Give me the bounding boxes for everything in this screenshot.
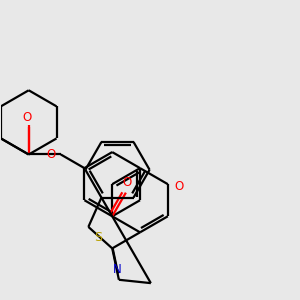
- Text: N: N: [113, 262, 122, 276]
- Text: S: S: [94, 231, 102, 244]
- Text: O: O: [174, 180, 184, 193]
- Text: O: O: [22, 111, 32, 124]
- Text: O: O: [46, 148, 56, 161]
- Text: O: O: [123, 176, 132, 189]
